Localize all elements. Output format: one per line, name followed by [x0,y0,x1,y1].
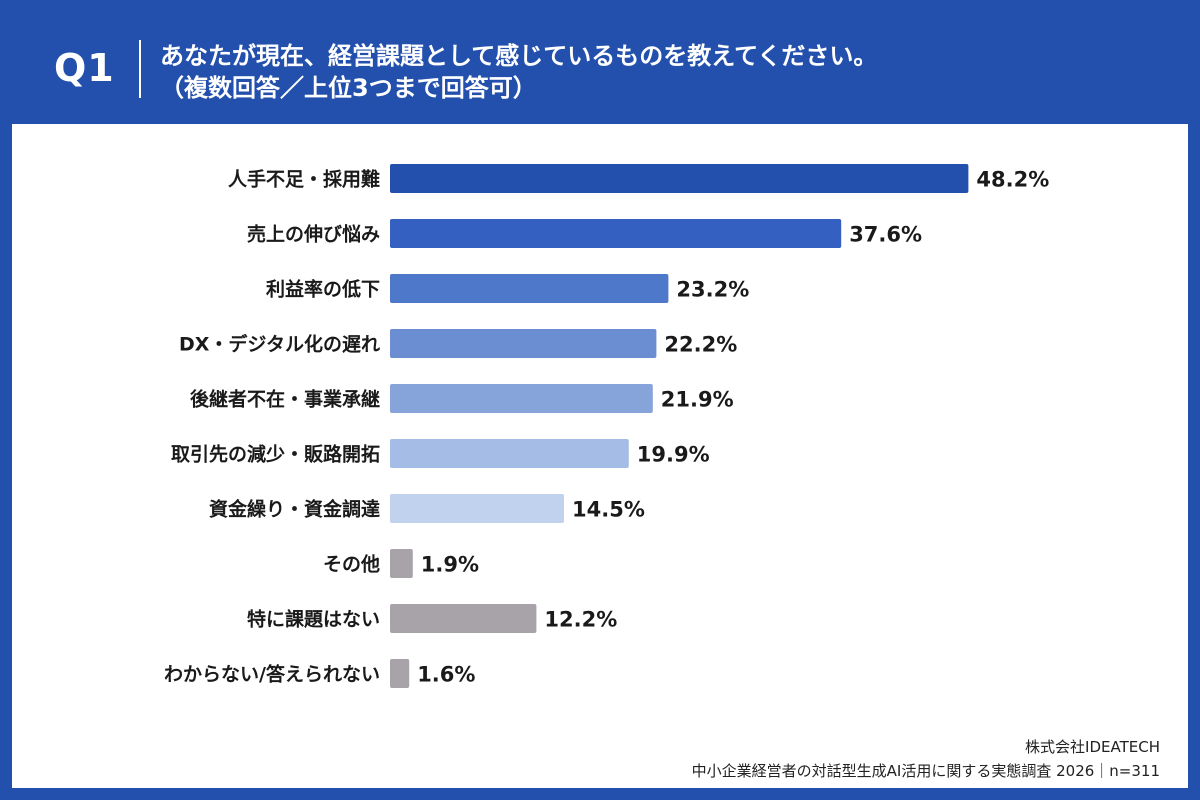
category-label: 資金繰り・資金調達 [209,498,380,521]
bar [390,384,653,413]
question-title-line1: あなたが現在、経営課題として感じているものを教えてください。 [160,42,878,70]
header-divider [139,40,141,98]
category-label: 利益率の低下 [266,278,380,301]
category-label: わからない/答えられない [164,663,380,686]
category-label: その他 [323,553,380,576]
value-label: 1.9% [421,553,479,577]
category-label: DX・デジタル化の遅れ [179,333,380,356]
category-label: 特に課題はない [247,608,380,631]
question-title-line2: （複数回答／上位3つまで回答可） [160,74,537,102]
value-label: 37.6% [849,223,922,247]
chart-panel: 人手不足・採用難 48.2% 売上の伸び悩み 37.6% 利益率の低下 23.2% DX・デ… [12,124,1188,788]
value-label: 21.9% [661,388,734,412]
value-label: 23.2% [676,278,749,302]
bar [390,604,537,633]
category-label: 取引先の減少・販路開拓 [171,443,380,466]
bar [390,439,629,468]
value-label: 12.2% [544,608,617,632]
bar [390,494,564,523]
credit-company: 株式会社IDEATECH [1025,738,1160,756]
value-label: 48.2% [976,168,1049,192]
header: Q1 あなたが現在、経営課題として感じているものを教えてください。 （複数回答／… [0,0,1200,124]
category-label: 売上の伸び悩み [247,223,380,246]
question-title: あなたが現在、経営課題として感じているものを教えてください。 （複数回答／上位3… [160,40,1180,104]
credit-survey: 中小企業経営者の対話型生成AI活用に関する実態調査 2026｜n=311 [691,762,1160,780]
bar [390,219,842,248]
bar [390,274,669,303]
category-label: 人手不足・採用難 [228,168,380,191]
value-label: 1.6% [417,663,475,687]
bar [390,549,413,578]
value-label: 14.5% [572,498,645,522]
value-label: 19.9% [637,443,710,467]
bar [390,659,410,688]
category-label: 後継者不在・事業承継 [190,388,380,411]
question-number: Q1 [54,46,115,90]
value-label: 22.2% [664,333,737,357]
bar [390,164,969,193]
bar-chart: 人手不足・採用難 48.2% 売上の伸び悩み 37.6% 利益率の低下 23.2% DX・デ… [164,164,1049,688]
bar [390,329,657,358]
